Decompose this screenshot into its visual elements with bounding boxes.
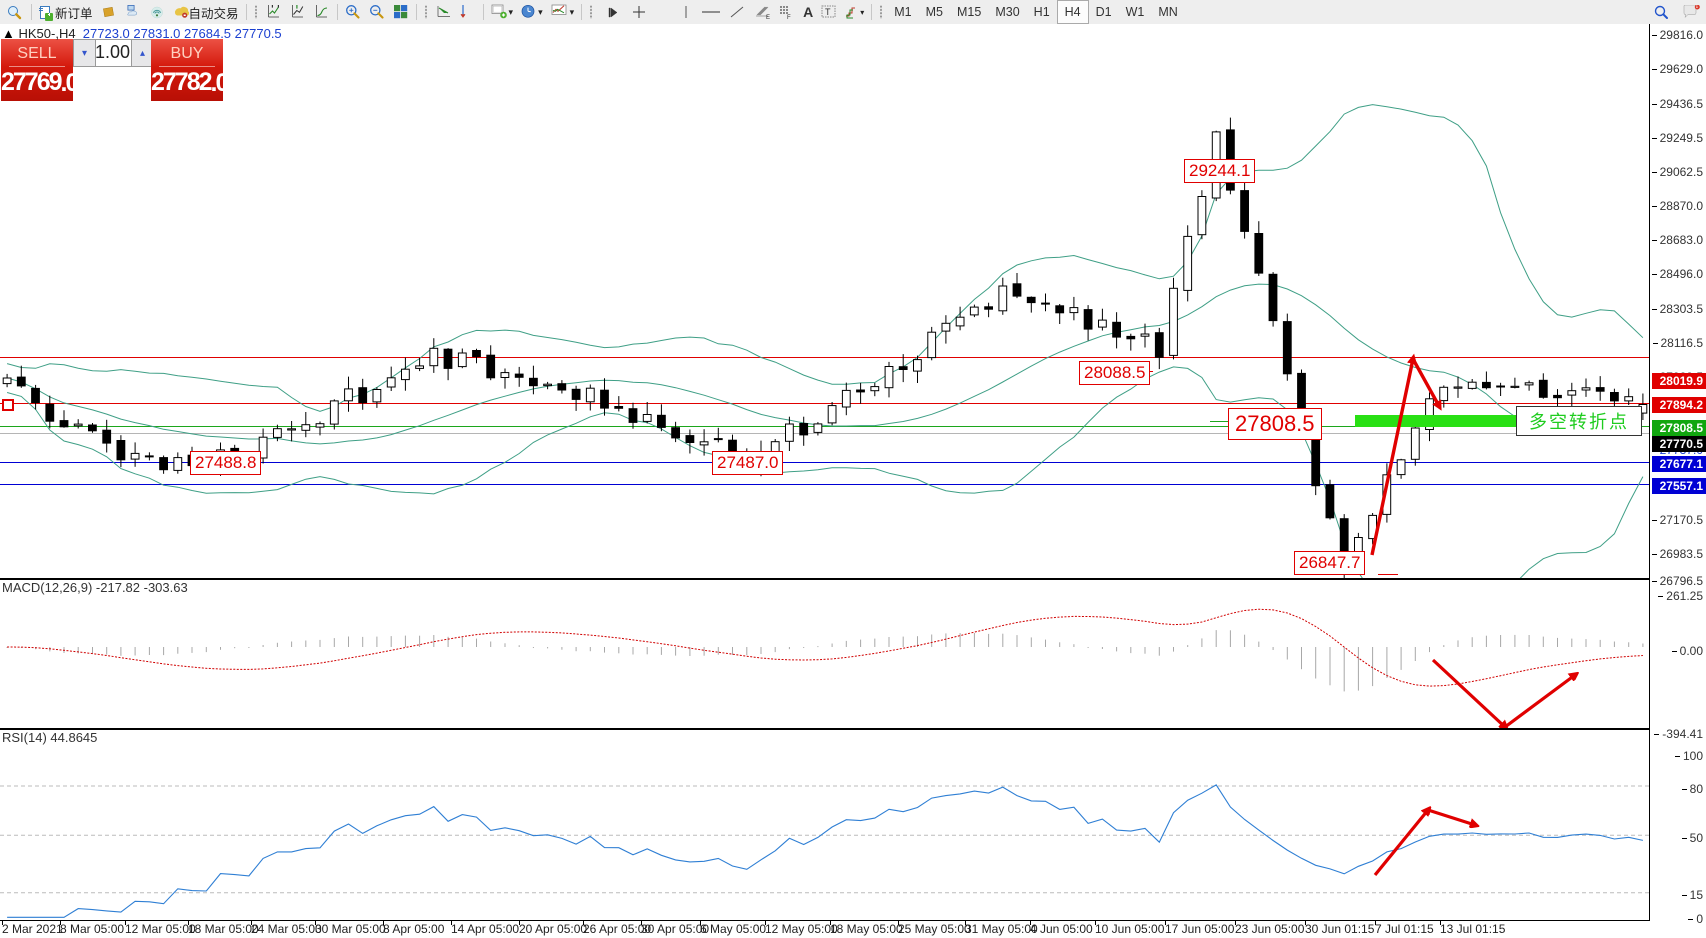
svg-text:1: 1 [1695,5,1697,9]
svg-text:E: E [766,15,770,20]
svg-text:F: F [787,15,791,19]
svg-text:T: T [825,7,831,17]
